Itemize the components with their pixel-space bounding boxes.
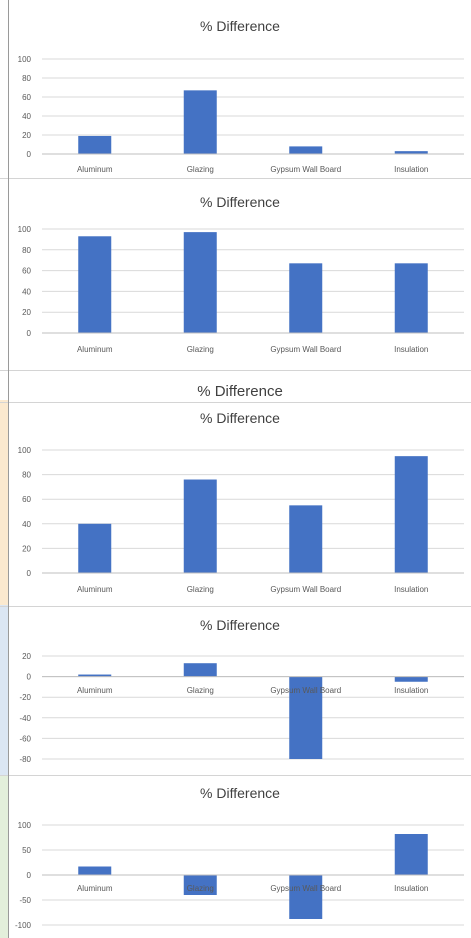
bar-glazing (183, 232, 217, 333)
y-tick-label: 60 (22, 93, 31, 102)
category-label: Gypsum Wall Board (270, 686, 341, 695)
bar-aluminum (78, 674, 112, 677)
y-tick-label: 20 (22, 308, 31, 317)
category-label: Insulation (394, 585, 428, 594)
y-tick-label: 80 (22, 74, 31, 83)
panel-separator (0, 370, 471, 371)
y-tick-label: 60 (22, 267, 31, 276)
category-label: Aluminum (77, 585, 113, 594)
category-label: Aluminum (77, 884, 113, 893)
chart-2: % Difference 0 20 40 60 80 100 Aluminum Glazing G… (18, 194, 464, 354)
bar-gypsum-wall-board (289, 875, 323, 919)
chart-panel-5[interactable]: % Difference -100 -50 0 50 100 Aluminum Glazing… (9, 778, 471, 936)
chart-panel-4[interactable]: % Difference -80 -60 -40 -20 0 20 Aluminum Glazi… (9, 609, 471, 773)
bar-glazing (183, 479, 217, 573)
bar-gypsum-wall-board (289, 676, 323, 759)
y-tick-label: 50 (22, 846, 31, 855)
category-label: Insulation (394, 165, 428, 174)
bar-glazing (183, 90, 217, 154)
category-label: Glazing (187, 884, 214, 893)
sheet-edge-strip (0, 605, 9, 775)
category-label: Insulation (394, 884, 428, 893)
y-tick-label: 100 (18, 446, 32, 455)
bar-insulation (394, 263, 428, 333)
chart-title: % Difference (200, 617, 280, 633)
bar-aluminum (78, 523, 112, 573)
y-tick-label: 0 (27, 329, 32, 338)
y-tick-label: 40 (22, 112, 31, 121)
category-label: Gypsum Wall Board (270, 345, 341, 354)
y-tick-label: 40 (22, 520, 31, 529)
y-tick-label: 100 (18, 821, 32, 830)
y-tick-label: 0 (27, 871, 32, 880)
panel-separator (0, 606, 471, 607)
bar-gypsum-wall-board (289, 505, 323, 573)
y-tick-label: 20 (22, 131, 31, 140)
y-tick-label: -60 (19, 734, 31, 743)
category-label: Aluminum (77, 686, 113, 695)
panel-separator (0, 178, 471, 179)
bar-insulation (394, 834, 428, 875)
y-tick-label: -50 (19, 896, 31, 905)
chart-title: % Difference (200, 410, 280, 426)
y-tick-label: -100 (15, 921, 32, 930)
bar-aluminum (78, 236, 112, 333)
bar-insulation (394, 676, 428, 682)
chart-title: % Difference (200, 18, 280, 34)
panel-separator (0, 402, 471, 403)
chart-panel-2[interactable]: % Difference 0 20 40 60 80 100 Aluminum Glazing G… (9, 182, 471, 364)
bar-insulation (394, 151, 428, 154)
bar-aluminum (78, 866, 112, 875)
chart-panel-3[interactable]: % Difference 0 20 40 60 80 100 Aluminum Glazing G… (9, 402, 471, 605)
category-label: Gypsum Wall Board (270, 884, 341, 893)
category-label: Gypsum Wall Board (270, 585, 341, 594)
y-tick-label: 20 (22, 652, 31, 661)
y-tick-label: 80 (22, 246, 31, 255)
chart-3: % Difference 0 20 40 60 80 100 Aluminum Glazing G… (18, 410, 464, 594)
bar-gypsum-wall-board (289, 146, 323, 154)
y-tick-label: 0 (27, 569, 32, 578)
y-tick-label: -40 (19, 714, 31, 723)
y-tick-label: 60 (22, 495, 31, 504)
panel-separator (0, 775, 471, 776)
y-tick-label: -20 (19, 693, 31, 702)
y-tick-label: 0 (27, 673, 32, 682)
sheet-edge-strip (0, 400, 9, 605)
category-label: Glazing (187, 165, 214, 174)
y-tick-label: 100 (18, 55, 32, 64)
category-label: Insulation (394, 686, 428, 695)
bar-glazing (183, 875, 217, 895)
y-tick-label: 0 (27, 150, 32, 159)
category-label: Glazing (187, 345, 214, 354)
chart-title: % Difference (200, 194, 280, 210)
chart-4: % Difference -80 -60 -40 -20 0 20 Aluminum Glazi… (19, 617, 464, 764)
stray-chart-title: % Difference (197, 383, 283, 400)
y-tick-label: 100 (18, 225, 32, 234)
chart-title: % Difference (200, 785, 280, 801)
sheet-border (8, 0, 9, 938)
category-label: Glazing (187, 585, 214, 594)
bar-gypsum-wall-board (289, 263, 323, 333)
category-label: Aluminum (77, 345, 113, 354)
bar-aluminum (78, 135, 112, 154)
category-label: Aluminum (77, 165, 113, 174)
chart-1: % Difference 0 20 40 60 80 100 Aluminum Glazing G… (18, 18, 464, 174)
y-tick-label: 80 (22, 471, 31, 480)
category-label: Glazing (187, 686, 214, 695)
y-tick-label: 40 (22, 287, 31, 296)
sheet-edge-strip (0, 775, 9, 938)
bar-insulation (394, 456, 428, 573)
bar-glazing (183, 663, 217, 677)
y-tick-label: -80 (19, 755, 31, 764)
category-label: Insulation (394, 345, 428, 354)
sheet-edge-strip (0, 0, 9, 400)
chart-5: % Difference -100 -50 0 50 100 Aluminum Glazing… (15, 785, 464, 930)
y-tick-label: 20 (22, 544, 31, 553)
category-label: Gypsum Wall Board (270, 165, 341, 174)
chart-panel-1[interactable]: % Difference 0 20 40 60 80 100 Aluminum Glazing G… (9, 4, 471, 176)
